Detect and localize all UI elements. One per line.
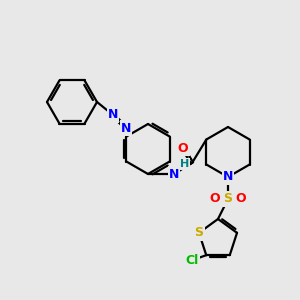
Text: N: N [169,167,179,181]
Text: H: H [180,159,189,169]
Text: N: N [223,170,233,184]
Text: S: S [224,193,232,206]
Text: O: O [210,193,220,206]
Text: N: N [121,122,131,134]
Text: O: O [236,193,246,206]
Text: Cl: Cl [186,254,199,267]
Text: N: N [108,109,118,122]
Text: S: S [194,226,203,239]
Text: O: O [178,142,188,154]
